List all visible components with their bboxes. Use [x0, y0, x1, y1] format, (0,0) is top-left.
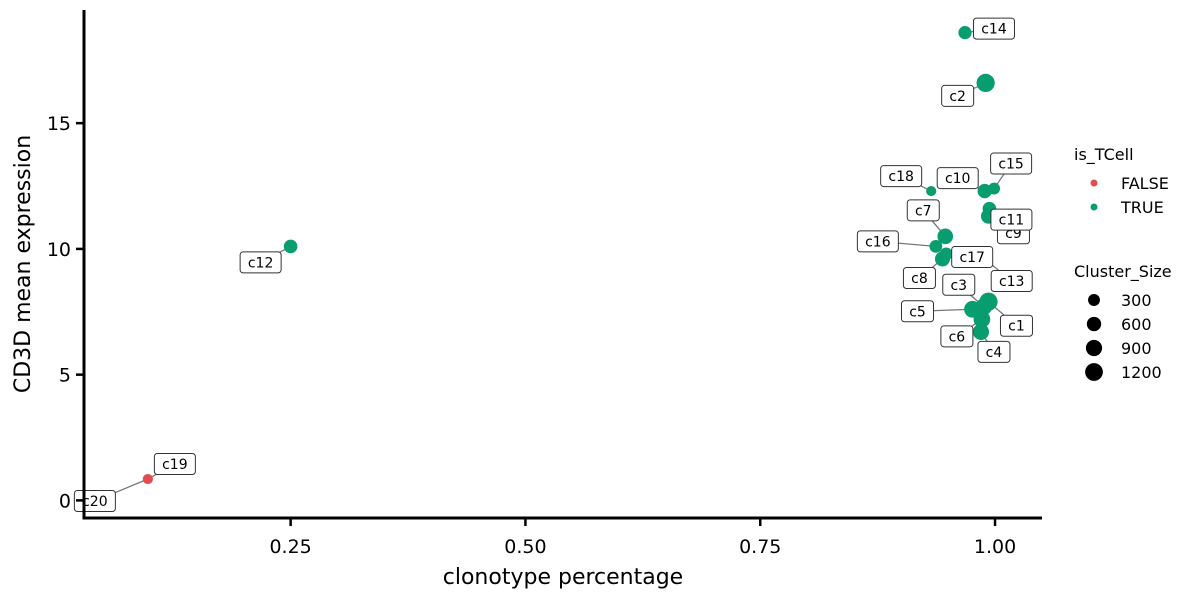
point-label-box-c11	[990, 208, 1033, 231]
point-c2	[976, 73, 995, 93]
point-label-box-c1	[999, 314, 1033, 337]
legend-size-label-900: 900	[1121, 339, 1152, 358]
legend-label-false: FALSE	[1121, 174, 1169, 193]
point-label-box-c18	[880, 165, 923, 188]
point-label-c1: c1	[1008, 319, 1025, 335]
legend-size-swatch-300	[1088, 294, 1100, 306]
point-label-box-c2	[941, 84, 975, 107]
point-labels: c1c2c3c4c5c6c7c8c9c10c11c12c13c14c15c16c…	[73, 17, 1033, 513]
axes	[82, 10, 1042, 520]
point-label-box-c13	[990, 269, 1033, 292]
point-label-box-c17	[951, 245, 994, 268]
point-label-box-c3	[942, 273, 976, 296]
x-tick-label: 1.00	[974, 536, 1016, 558]
point-label-box-c7	[906, 199, 940, 222]
point-label-c3: c3	[950, 278, 967, 294]
point-label-c17: c17	[959, 250, 985, 266]
legend-size-swatch-600	[1086, 316, 1102, 332]
point-label-c2: c2	[949, 89, 966, 105]
point-label-box-c12	[239, 251, 282, 274]
y-axis-title: CD3D mean expression	[11, 135, 36, 393]
point-label-c16: c16	[865, 234, 891, 250]
point-label-box-c14	[972, 17, 1015, 40]
point-c18	[926, 185, 937, 197]
point-label-c12: c12	[248, 255, 274, 271]
point-c16	[929, 239, 943, 253]
y-tick-label: 10	[47, 239, 71, 261]
point-c7	[937, 228, 954, 245]
legend-is-tcell-title: is_TCell	[1074, 145, 1134, 165]
point-label-c15: c15	[998, 157, 1024, 173]
point-label-c13: c13	[999, 274, 1025, 290]
point-label-box-c15	[990, 152, 1033, 175]
leader-lines	[94, 27, 1017, 502]
point-label-c14: c14	[981, 22, 1007, 38]
point-label-c6: c6	[949, 329, 966, 345]
point-label-c8: c8	[911, 271, 928, 287]
x-tick-label: 0.75	[739, 536, 781, 558]
point-c14	[958, 26, 972, 40]
x-tick-label: 0.50	[504, 536, 546, 558]
y-tick-label: 15	[47, 113, 71, 135]
point-c4	[972, 323, 990, 341]
point-label-c19: c19	[162, 457, 188, 473]
legend-size-swatch-1200	[1085, 363, 1103, 381]
point-label-box-c5	[900, 300, 934, 323]
legend-cluster-size-title: Cluster_Size	[1074, 262, 1172, 282]
point-label-c4: c4	[986, 345, 1003, 361]
point-c12	[283, 239, 298, 254]
point-label-box-c8	[902, 266, 936, 289]
point-label-c18: c18	[888, 169, 914, 185]
point-label-box-c19	[153, 453, 196, 476]
point-label-box-c6	[940, 325, 974, 348]
legend-size-label-600: 600	[1121, 315, 1152, 334]
point-c17	[939, 247, 953, 261]
legend-swatch-true	[1090, 203, 1098, 211]
x-tick-label: 0.25	[269, 536, 311, 558]
point-label-c5: c5	[909, 304, 926, 320]
legend-size-swatch-900	[1085, 339, 1103, 357]
x-axis-title: clonotype percentage	[443, 565, 683, 590]
point-c6	[973, 310, 991, 328]
legend-cluster-size: Cluster_Size 300 600 900 1200	[1074, 262, 1172, 382]
y-tick-label: 0	[59, 490, 71, 512]
legend-size-label-300: 300	[1121, 291, 1152, 310]
legend-is-tcell: is_TCell FALSE TRUE	[1074, 145, 1169, 217]
point-label-c11: c11	[999, 213, 1025, 229]
point-c20	[143, 474, 153, 484]
point-label-box-c4	[977, 340, 1011, 363]
point-label-c20: c20	[82, 494, 108, 510]
axis-ticks: 0.25 0.50 0.75 1.00 0 5 10 15	[47, 113, 1016, 558]
y-tick-label: 5	[59, 365, 71, 387]
point-label-box-c16	[856, 230, 899, 253]
point-label-box-c10	[936, 167, 979, 190]
data-points	[142, 26, 1001, 485]
point-label-c10: c10	[945, 171, 971, 187]
point-label-c7: c7	[915, 203, 932, 219]
legend-label-true: TRUE	[1120, 198, 1164, 217]
legend-swatch-false	[1090, 179, 1098, 187]
point-c15	[988, 182, 1001, 195]
legend-size-label-1200: 1200	[1121, 363, 1162, 382]
